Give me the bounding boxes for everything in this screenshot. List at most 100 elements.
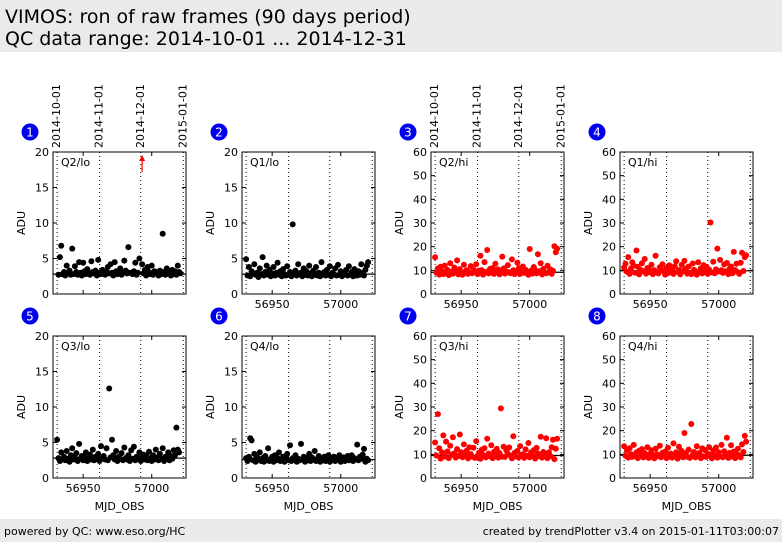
ytick-label: 0 [42, 288, 49, 301]
data-point [335, 261, 341, 268]
panel-label: Q2/lo [61, 156, 90, 169]
ytick-label: 30 [602, 401, 616, 414]
ytick-label: 5 [42, 437, 49, 450]
xtick-label: 56950 [444, 482, 479, 495]
data-point [552, 445, 559, 452]
data-point [298, 440, 304, 447]
data-point [670, 440, 677, 447]
data-point [245, 264, 252, 270]
data-point [449, 434, 456, 441]
data-point [345, 263, 352, 270]
data-point [673, 258, 680, 265]
data-point [685, 263, 692, 270]
panel-number-badge [399, 307, 417, 325]
ytick-label: 50 [602, 354, 616, 367]
x-axis-label: MJD_OBS [473, 500, 523, 513]
panel-6: 0 5 10 15 20 56950 57000 Q4/lo ADU MJD_OBS 6 [204, 307, 376, 513]
data-point [648, 261, 655, 268]
ytick-label: 0 [231, 288, 238, 301]
data-point [87, 451, 93, 458]
data-point [737, 454, 744, 461]
panel-number-badge [588, 307, 606, 325]
data-point [440, 432, 447, 439]
xtick-label: 57000 [323, 482, 358, 495]
data-point [177, 270, 184, 277]
data-point [118, 450, 125, 457]
data-point [551, 456, 558, 463]
xtick-label: 57000 [512, 482, 547, 495]
data-point [176, 449, 183, 456]
ytick-label: 15 [35, 182, 49, 195]
date-tick-label: 2014-11-01 [93, 84, 106, 148]
date-tick-label: 2015-01-01 [176, 84, 189, 148]
data-point [139, 261, 146, 268]
data-point [354, 441, 361, 448]
ytick-label: 60 [413, 330, 427, 343]
data-point [284, 263, 291, 270]
data-point [95, 256, 102, 263]
data-point [534, 251, 541, 258]
panel-label: Q1/lo [250, 156, 279, 169]
data-point [626, 445, 633, 452]
ytick-label: 10 [224, 401, 238, 414]
data-point [625, 254, 632, 261]
y-axis-label: ADU [15, 395, 28, 419]
ytick-label: 10 [35, 401, 49, 414]
page-subtitle: QC data range: 2014-10-01 ... 2014-12-31 [5, 28, 407, 50]
ytick-label: 30 [413, 217, 427, 230]
data-point [506, 444, 513, 451]
ytick-label: 20 [602, 425, 616, 438]
xtick-label: 57000 [512, 298, 547, 311]
ytick-label: 60 [602, 146, 616, 159]
data-points [432, 243, 561, 279]
panel-8: 0 10 20 30 40 50 60 56950 57000 Q4/hi ADU MJD_OBS 8 [582, 307, 754, 513]
data-point [265, 445, 272, 452]
ytick-label: 50 [413, 170, 427, 183]
data-point [174, 262, 181, 269]
panel-number: 4 [593, 126, 601, 140]
data-point [306, 262, 313, 269]
data-point [688, 421, 695, 427]
data-point [245, 453, 252, 460]
ytick-label: 40 [602, 377, 616, 390]
data-point [671, 263, 678, 270]
data-point [69, 245, 76, 252]
data-point [740, 449, 747, 455]
y-axis-label: ADU [204, 395, 217, 419]
data-point [741, 432, 748, 439]
data-point [444, 448, 451, 455]
panel-number: 6 [215, 310, 223, 324]
data-point [173, 424, 180, 431]
date-tick-label: 2014-12-01 [134, 84, 147, 148]
x-axis-label: MJD_OBS [95, 500, 145, 513]
data-point [259, 254, 266, 261]
data-point [717, 256, 724, 263]
panel-number: 3 [404, 126, 412, 140]
data-point [148, 262, 155, 269]
panel-number: 2 [215, 126, 223, 140]
xtick-label: 56950 [255, 482, 290, 495]
data-point [434, 411, 441, 418]
panel-label: Q2/hi [439, 156, 468, 169]
data-point [248, 437, 255, 444]
data-point [497, 405, 504, 412]
data-point [58, 449, 65, 456]
data-point [514, 259, 521, 266]
ytick-label: 10 [602, 264, 616, 277]
panel-number-badge [210, 123, 228, 141]
data-point [685, 446, 692, 453]
panel-label: Q3/lo [61, 340, 90, 353]
data-point [630, 441, 637, 448]
data-point [477, 252, 484, 259]
ytick-label: 0 [231, 472, 238, 485]
data-points [55, 230, 184, 279]
xtick-label: 56950 [633, 298, 668, 311]
ytick-label: 30 [413, 401, 427, 414]
data-point [432, 439, 439, 446]
x-axis-label: MJD_OBS [284, 500, 334, 513]
data-point [652, 445, 659, 452]
data-point [689, 260, 696, 267]
ytick-label: 40 [413, 377, 427, 390]
data-point [292, 267, 299, 274]
panel-2: 0 5 10 15 20 56950 57000 Q1/lo ADU 2 [204, 123, 376, 311]
